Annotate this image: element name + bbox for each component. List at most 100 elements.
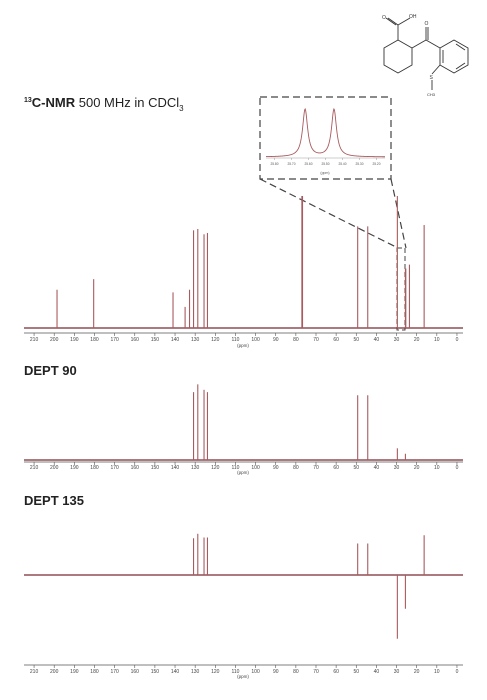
ppm-tick-label: 120 bbox=[211, 669, 220, 675]
ppm-tick-label: 110 bbox=[231, 465, 239, 471]
ppm-tick-label: 190 bbox=[70, 669, 79, 675]
ppm-tick-label: 60 bbox=[333, 337, 339, 343]
zoom-region-marker bbox=[396, 247, 406, 331]
inset-tick-label: 25.70 bbox=[288, 162, 296, 166]
ppm-tick-label: 170 bbox=[110, 465, 119, 471]
ppm-tick-label: 170 bbox=[110, 669, 119, 675]
ppm-tick-label: 50 bbox=[353, 669, 359, 675]
molecule-s-label: S bbox=[430, 75, 434, 81]
ppm-tick-label: 110 bbox=[231, 337, 239, 343]
ppm-tick-label: 150 bbox=[151, 669, 160, 675]
ppm-tick-label: 70 bbox=[313, 669, 319, 675]
ppm-tick-label: 50 bbox=[353, 465, 359, 471]
inset-tick-label: 25.50 bbox=[322, 162, 330, 166]
ppm-tick-label: 70 bbox=[313, 337, 319, 343]
ppm-tick-label: 0 bbox=[456, 465, 459, 471]
molecule-o-label: O bbox=[382, 15, 386, 21]
molecule-ketone-o-label: O bbox=[425, 21, 429, 27]
ppm-tick-label: 180 bbox=[90, 337, 99, 343]
ppm-tick-label: 20 bbox=[414, 669, 420, 675]
ppm-tick-label: 120 bbox=[211, 465, 220, 471]
molecule-oh-label: OH bbox=[409, 14, 417, 20]
inset-tick-label: 25.40 bbox=[339, 162, 347, 166]
inset-tick-label: 25.80 bbox=[271, 162, 279, 166]
ppm-tick-label: 40 bbox=[374, 669, 380, 675]
ppm-tick-label: 130 bbox=[191, 465, 200, 471]
main-title-isotope: 13 bbox=[24, 97, 32, 104]
ppm-tick-label: 210 bbox=[30, 669, 39, 675]
ppm-tick-label: 140 bbox=[171, 669, 180, 675]
ppm-unit-label: (ppm) bbox=[237, 674, 249, 679]
inset-zoom: 25.80 25.70 25.60 25.50 25.40 25.30 25.20 (ppm… bbox=[259, 96, 407, 331]
main-title-subscript: 3 bbox=[179, 104, 184, 113]
inset-unit-label: (ppm) bbox=[320, 171, 329, 175]
inset-tick-label: 25.30 bbox=[356, 162, 364, 166]
ppm-tick-label: 70 bbox=[313, 465, 319, 471]
ppm-tick-label: 100 bbox=[251, 337, 260, 343]
ppm-tick-label: 30 bbox=[394, 465, 400, 471]
ppm-tick-label: 10 bbox=[434, 669, 440, 675]
ppm-tick-label: 100 bbox=[251, 669, 260, 675]
ppm-tick-label: 40 bbox=[374, 465, 380, 471]
inset-box bbox=[259, 96, 392, 180]
ppm-tick-label: 210 bbox=[30, 465, 39, 471]
main-title-conditions: 500 MHz in CDCl bbox=[75, 95, 179, 110]
ppm-tick-label: 150 bbox=[151, 465, 160, 471]
ppm-tick-label: 30 bbox=[394, 669, 400, 675]
ppm-tick-label: 200 bbox=[50, 465, 59, 471]
ppm-tick-label: 210 bbox=[30, 337, 39, 343]
ppm-tick-label: 20 bbox=[414, 337, 420, 343]
ppm-tick-label: 10 bbox=[434, 337, 440, 343]
ppm-tick-label: 120 bbox=[211, 337, 220, 343]
inset-connector-right bbox=[390, 178, 407, 249]
ppm-tick-label: 80 bbox=[293, 337, 299, 343]
dept135-spectrum: 210 200 190 180 170 160 150 140 130 120 110 100 90 80… bbox=[24, 533, 463, 679]
ppm-tick-label: 170 bbox=[110, 337, 119, 343]
ppm-tick-label: 160 bbox=[131, 465, 140, 471]
dept90-spectrum: 210 200 190 180 170 160 150 140 130 120 110 100 90 80… bbox=[24, 384, 463, 475]
ppm-tick-label: 90 bbox=[273, 337, 279, 343]
ppm-tick-label: 110 bbox=[231, 669, 239, 675]
ppm-tick-label: 80 bbox=[293, 669, 299, 675]
ppm-tick-label: 10 bbox=[434, 465, 440, 471]
ppm-tick-label: 130 bbox=[191, 669, 200, 675]
ppm-tick-label: 130 bbox=[191, 337, 200, 343]
ppm-tick-label: 0 bbox=[456, 669, 459, 675]
ppm-tick-label: 190 bbox=[70, 337, 79, 343]
ppm-tick-label: 90 bbox=[273, 669, 279, 675]
molecule-ch3-label: CH3 bbox=[427, 92, 436, 97]
inset-tick-label: 25.60 bbox=[305, 162, 313, 166]
ppm-tick-label: 30 bbox=[394, 337, 400, 343]
ppm-tick-label: 150 bbox=[151, 337, 160, 343]
ppm-tick-label: 160 bbox=[131, 669, 140, 675]
cyclohexane-ring bbox=[383, 39, 413, 74]
ppm-tick-label: 160 bbox=[131, 337, 140, 343]
dept90-title: DEPT 90 bbox=[24, 363, 77, 378]
ppm-tick-label: 20 bbox=[414, 465, 420, 471]
inset-tick-labels: 25.80 25.70 25.60 25.50 25.40 25.30 25.20 bbox=[271, 158, 381, 166]
main-title: 13C-NMR 500 MHz in CDCl3 bbox=[24, 95, 184, 113]
ppm-tick-label: 80 bbox=[293, 465, 299, 471]
main-title-method: C-NMR bbox=[32, 95, 76, 110]
ppm-tick-label: 200 bbox=[50, 337, 59, 343]
inset-spectrum-trace bbox=[266, 107, 385, 158]
molecule-structure: O OH O S CH3 bbox=[382, 14, 469, 97]
ppm-tick-label: 60 bbox=[333, 465, 339, 471]
ppm-unit-label: (ppm) bbox=[237, 470, 249, 475]
carbon-nmr-spectrum: 210 200 190 180 170 160 150 140 130 120 110 100 90 80… bbox=[24, 196, 463, 348]
ppm-tick-label: 0 bbox=[456, 337, 459, 343]
ppm-unit-label: (ppm) bbox=[237, 343, 249, 348]
ppm-tick-label: 40 bbox=[374, 337, 380, 343]
ppm-tick-label: 180 bbox=[90, 669, 99, 675]
ppm-tick-label: 140 bbox=[171, 465, 180, 471]
ppm-tick-label: 190 bbox=[70, 465, 79, 471]
inset-connector-left bbox=[259, 178, 399, 249]
inset-tick-label: 25.20 bbox=[373, 162, 381, 166]
ppm-tick-label: 60 bbox=[333, 669, 339, 675]
dept135-title: DEPT 135 bbox=[24, 493, 84, 508]
ppm-tick-label: 200 bbox=[50, 669, 59, 675]
ppm-tick-label: 50 bbox=[353, 337, 359, 343]
benzene-ring bbox=[439, 39, 469, 74]
ppm-tick-label: 100 bbox=[251, 465, 260, 471]
